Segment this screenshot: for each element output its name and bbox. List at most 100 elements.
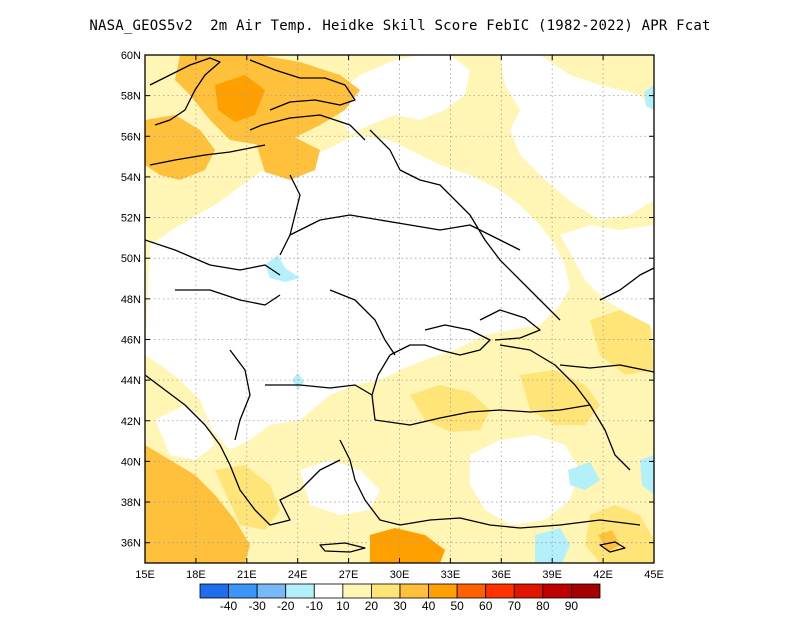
colorbar-swatch <box>428 583 458 599</box>
lat-tick-label: 54N <box>121 172 141 184</box>
white-region-central <box>145 135 570 450</box>
orange-region-southeast-core <box>598 530 620 552</box>
colorbar-swatch <box>256 583 287 599</box>
colorbar-label: -40 <box>220 599 238 613</box>
lon-tick-label: 21E <box>237 569 257 581</box>
colorbar-swatch <box>342 583 372 599</box>
lat-tick-label: 38N <box>121 497 141 509</box>
lat-tick-label: 50N <box>121 253 141 265</box>
coastline-adriatic <box>145 374 231 466</box>
lat-tick-label: 40N <box>121 456 141 468</box>
lon-tick-label: 24E <box>288 569 308 581</box>
colorbar-swatch <box>456 583 487 599</box>
coastline-crete <box>319 542 366 553</box>
border-romania-moldova <box>329 289 396 356</box>
cyan-spot-east <box>640 455 654 495</box>
colorbar-label: 90 <box>565 599 579 613</box>
colorbar-swatch <box>571 583 601 599</box>
gridlines <box>145 55 654 563</box>
orange-region-baltic-states <box>255 135 320 180</box>
border-caucasus <box>559 364 654 373</box>
coastlines-and-borders <box>145 57 654 553</box>
colorbar-label: 70 <box>508 599 522 613</box>
lon-tick-label: 39E <box>542 569 562 581</box>
coastline-turkey-south <box>399 517 641 529</box>
coastline-black-sea-north <box>389 344 425 356</box>
coastline-baltic-states <box>249 114 366 141</box>
lon-tick-label: 36E <box>492 569 512 581</box>
lon-tick-label: 30E <box>390 569 410 581</box>
coastline-black-sea-west <box>371 354 391 421</box>
colorbar-swatch <box>485 583 515 599</box>
coastline-aegean-turkey <box>339 439 401 526</box>
lat-tick-label: 48N <box>121 294 141 306</box>
colorbar-swatch <box>399 583 429 599</box>
lat-tick-label: 58N <box>121 91 141 103</box>
orange-region-balkans <box>145 445 250 563</box>
white-region-west <box>155 405 215 460</box>
orange-region-southeast <box>585 505 654 563</box>
coastline-crimea <box>424 324 491 356</box>
colorbar-label: 80 <box>536 599 550 613</box>
white-region-east <box>560 225 654 330</box>
coastline-caspian-northwest <box>599 267 654 301</box>
colorbar-swatch <box>313 583 344 599</box>
shaded-field <box>145 55 654 563</box>
orange-region-black-sea-east <box>590 310 654 375</box>
white-region-aegean <box>300 460 380 515</box>
coastline-baltic-south <box>149 144 266 166</box>
colorbar-swatch <box>228 583 258 599</box>
white-region-north-center <box>330 55 470 135</box>
colorbar-swatch <box>285 583 315 599</box>
colorbar-label: -30 <box>248 599 266 613</box>
colorbar-swatch <box>542 583 572 599</box>
colorbar-swatch <box>371 583 401 599</box>
white-region-anatolia <box>470 435 580 525</box>
lat-tick-label: 56N <box>121 131 141 143</box>
colorbar-label: 20 <box>365 599 379 613</box>
coastline-cyprus <box>599 541 626 553</box>
coastline-black-sea-east <box>499 344 591 406</box>
colorbar-swatch <box>513 583 544 599</box>
lat-tick-label: 44N <box>121 375 141 387</box>
colorbar-label: 30 <box>393 599 407 613</box>
lon-tick-label: 18E <box>186 569 206 581</box>
border-central-europe <box>145 239 281 276</box>
border-russia-west <box>369 129 456 201</box>
colorbar-swatch <box>199 583 229 599</box>
border-belarus-ukraine <box>289 214 521 251</box>
colorbar-label: 60 <box>479 599 493 613</box>
lon-tick-label: 33E <box>441 569 461 581</box>
cyan-spot-northeast <box>644 85 654 110</box>
orange-region-scandinavia-core <box>215 75 265 122</box>
colorbar-label: 10 <box>336 599 350 613</box>
border-russia-ukraine <box>454 199 561 321</box>
lat-tick-label: 36N <box>121 538 141 550</box>
border-turkey-east <box>589 404 631 471</box>
orange-region-greece <box>215 465 280 530</box>
white-region-northeast <box>500 55 654 220</box>
border-balkans-inner <box>229 349 251 441</box>
coastline-scandinavia <box>149 57 221 126</box>
lon-tick-label: 45E <box>644 569 664 581</box>
lon-tick-label: 15E <box>135 569 155 581</box>
cyan-spot-carpathians <box>265 255 300 282</box>
coastline-black-sea-south <box>374 404 591 426</box>
colorbar: -40 -30 -20 -10 10 20 30 40 50 60 70 80 90 <box>199 583 601 613</box>
coastline-azov <box>479 309 541 341</box>
lat-tick-label: 52N <box>121 213 141 225</box>
lat-tick-label: 42N <box>121 416 141 428</box>
longitude-axis: 15E 18E 21E 24E 27E 30E 33E 36E 39E 42E 45E <box>135 55 664 581</box>
lat-tick-label: 46N <box>121 334 141 346</box>
colorbar-label: 50 <box>450 599 464 613</box>
coastline-baltic-finland <box>249 59 356 111</box>
orange-region-baltic <box>145 115 215 180</box>
colorbar-label: -10 <box>306 599 324 613</box>
orange-region-crete <box>370 528 445 563</box>
lat-tick-label: 60N <box>121 50 141 62</box>
colorbar-label: -20 <box>277 599 295 613</box>
lon-tick-label: 42E <box>593 569 613 581</box>
border-poland-east <box>279 174 301 256</box>
border-bulgaria <box>265 384 373 396</box>
coastline-greece <box>229 459 341 526</box>
